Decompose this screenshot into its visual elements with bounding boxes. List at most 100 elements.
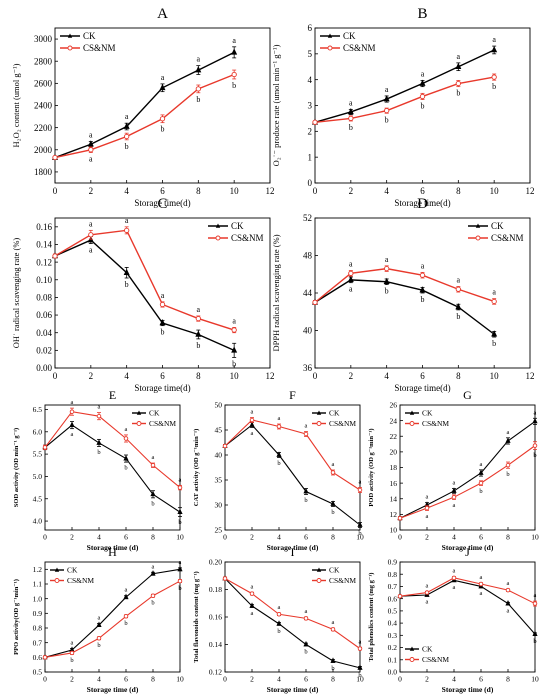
significance-letter: b	[304, 497, 307, 504]
x-axis-label: Storage time (d)	[87, 543, 139, 552]
data-point	[397, 516, 403, 521]
y-tick-label: 0.6	[388, 594, 398, 603]
x-tick-label: 12	[526, 371, 535, 381]
x-tick-label: 6	[124, 533, 128, 542]
legend-marker	[136, 410, 142, 415]
data-point	[88, 147, 94, 153]
x-tick-label: 0	[43, 533, 47, 542]
panel-label: B	[417, 6, 427, 22]
legend-label: CS&NM	[67, 576, 94, 585]
x-axis-label: Storage time(d)	[134, 383, 190, 393]
y-tick-label: 0.8	[33, 624, 43, 633]
data-point	[96, 439, 102, 445]
y-tick-label: 0.00	[36, 363, 52, 373]
significance-letter: a	[453, 502, 456, 509]
data-point	[123, 122, 130, 129]
legend-label: CS&NM	[422, 655, 449, 664]
significance-letter: a	[278, 604, 281, 611]
data-point	[42, 655, 48, 660]
y-tick-label: 0.18	[209, 585, 222, 594]
y-tick-label: 25	[215, 526, 223, 535]
significance-letter: b	[533, 452, 536, 459]
legend-marker	[409, 657, 415, 662]
x-tick-label: 10	[356, 533, 364, 542]
x-tick-label: 2	[250, 533, 254, 542]
panel-e: E 0 2 4 6 8 10 4.0 4.5 5.0 5.5 6.0 6.5 Storage time (…	[13, 388, 184, 552]
data-point	[505, 587, 511, 593]
y-tick-label: 12	[390, 510, 398, 519]
data-point	[159, 301, 166, 308]
x-tick-label: 4	[384, 371, 389, 381]
y-axis-label: O₂˙⁻ produce rate (umol min⁻¹ g⁻¹)	[271, 44, 281, 166]
significance-letter: b	[161, 125, 165, 134]
x-axis-label: Storage time(d)	[394, 198, 450, 208]
y-tick-label: 6	[308, 23, 313, 33]
y-tick-label: 3	[308, 101, 313, 111]
x-tick-label: 12	[266, 186, 275, 196]
data-point	[195, 315, 201, 322]
data-point	[451, 487, 457, 493]
x-tick-label: 4	[97, 533, 101, 542]
y-tick-label: 52	[303, 213, 312, 223]
significance-letter: a	[197, 55, 201, 64]
y-tick-label: 0.1	[388, 655, 398, 664]
y-tick-label: 18	[390, 463, 398, 472]
y-tick-label: 0.16	[36, 222, 52, 232]
significance-letter: a	[426, 494, 429, 501]
panel-label: D	[417, 196, 428, 212]
significance-letter: b	[124, 465, 127, 472]
x-tick-label: 8	[506, 533, 510, 542]
series-line	[224, 424, 361, 526]
x-tick-label: 4	[124, 186, 129, 196]
y-tick-label: 0.7	[388, 582, 398, 591]
x-tick-label: 2	[250, 675, 254, 684]
panel-label: E	[109, 388, 116, 402]
data-point	[357, 487, 363, 493]
data-point	[451, 575, 457, 581]
significance-letter: a	[197, 305, 201, 314]
data-point	[330, 500, 336, 506]
y-tick-label: 5.5	[33, 450, 43, 459]
data-point	[96, 621, 102, 627]
significance-letter: b	[456, 89, 460, 98]
y-tick-label: 0.8	[388, 570, 398, 579]
data-point	[69, 650, 75, 656]
legend-marker	[67, 33, 73, 38]
y-axis-label: SOD activity (OD min⁻¹ g⁻¹)	[13, 428, 20, 507]
series-line	[54, 239, 235, 351]
x-tick-label: 8	[331, 533, 335, 542]
data-point	[195, 330, 202, 337]
series-ck: a b b b b	[222, 421, 363, 537]
y-tick-label: 0.3	[388, 631, 398, 640]
y-axis-label: Total phenolics content (mg g⁻¹)	[368, 573, 375, 662]
x-tick-label: 0	[313, 371, 318, 381]
significance-letter: b	[358, 530, 361, 537]
data-point	[159, 83, 166, 91]
legend-label: CK	[231, 221, 244, 231]
significance-letter: b	[385, 115, 389, 124]
data-point	[69, 409, 75, 414]
y-tick-label: 48	[303, 251, 313, 261]
significance-letter: a	[89, 246, 93, 255]
data-point	[276, 451, 282, 457]
significance-letter: b	[178, 585, 181, 592]
x-tick-label: 2	[89, 186, 94, 196]
significance-letter: b	[97, 642, 100, 649]
significance-letter: b	[385, 287, 389, 296]
data-point	[222, 443, 228, 449]
data-point	[177, 565, 183, 572]
data-point	[231, 48, 238, 55]
x-tick-label: 2	[349, 371, 354, 381]
x-tick-label: 6	[420, 371, 425, 381]
significance-letter: a	[125, 216, 129, 225]
significance-letter: b	[492, 82, 496, 91]
series-line	[314, 49, 495, 123]
significance-letter: a	[492, 288, 496, 297]
x-tick-label: 8	[456, 186, 461, 196]
x-tick-label: 4	[384, 186, 389, 196]
significance-letter: a	[480, 461, 483, 468]
series-ck: a a a a a	[312, 35, 498, 125]
data-point	[491, 74, 497, 80]
y-tick-label: 6.5	[33, 405, 43, 414]
